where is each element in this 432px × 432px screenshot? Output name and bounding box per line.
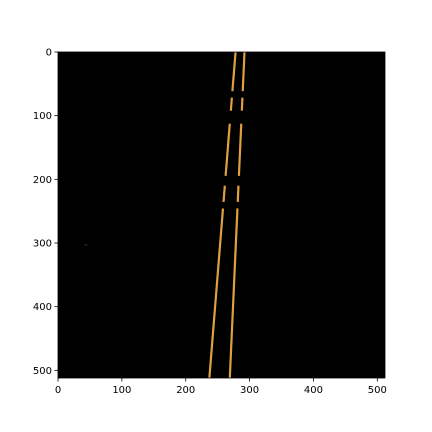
lane-line-1-segment-3 [224,123,231,176]
lane-line-2-segment-1 [241,51,246,92]
y-tick-label-400: 400 [33,302,52,313]
plot-area [58,51,385,379]
x-tick-label-100: 100 [112,385,131,396]
x-tick-label-0: 0 [55,385,61,396]
lane-line-2-segment-4 [236,185,240,203]
lane-line-2-segment-5 [228,208,239,379]
axes-frame [57,51,386,379]
lane-line-1-segment-1 [231,51,237,92]
lane-line-1-segment-2 [229,97,233,111]
y-tick-label-500: 500 [33,366,52,377]
x-tick-label-200: 200 [176,385,195,396]
x-tick-label-400: 400 [304,385,323,396]
speck-1 [84,244,88,246]
x-tick-label-300: 300 [240,385,259,396]
y-tick-label-100: 100 [33,111,52,122]
lane-line-1-segment-4 [222,185,226,203]
y-tick-label-0: 0 [46,48,52,59]
y-tick-label-300: 300 [33,239,52,250]
lane-line-2-segment-2 [240,97,244,111]
y-tick-label-200: 200 [33,175,52,186]
x-tick-label-500: 500 [368,385,387,396]
lane-line-2-segment-3 [237,123,243,176]
lane-line-1-segment-5 [208,208,225,379]
